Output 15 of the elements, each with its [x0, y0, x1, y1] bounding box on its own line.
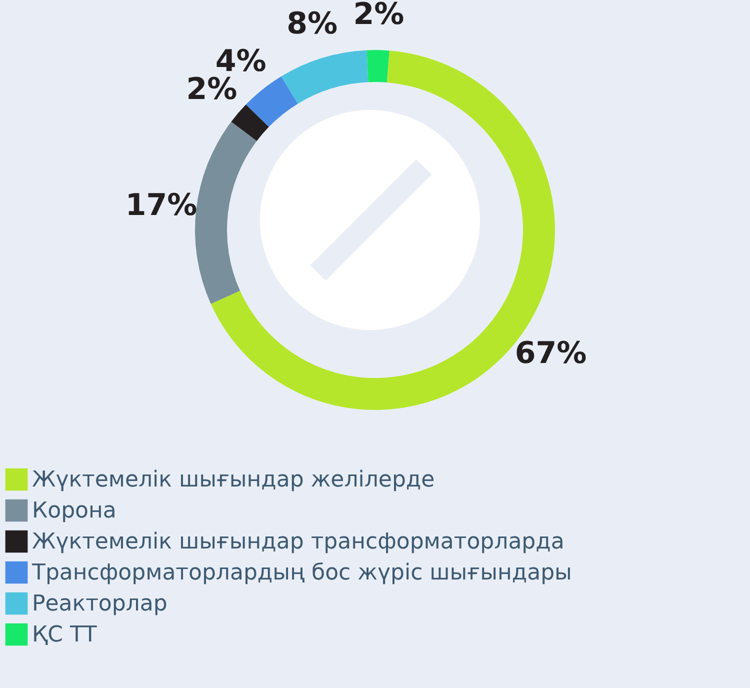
legend-label: Корона	[32, 498, 116, 524]
data-label: 17%	[125, 188, 198, 224]
donut-slice	[231, 104, 269, 141]
legend-label: Жүктемелік шығындар желілерде	[32, 468, 435, 492]
legend-label: Жүктемелік шығындар трансформаторларда	[32, 530, 564, 554]
donut-slice	[281, 50, 368, 104]
donut-slice	[195, 122, 257, 304]
donut-slice	[246, 76, 298, 127]
legend-label: Реакторлар	[32, 592, 168, 616]
donut-slice	[366, 50, 390, 82]
legend-label: Трансформаторлардың бос жүріс шығындары	[31, 560, 572, 586]
data-label: 67%	[514, 336, 587, 371]
data-label: 2%	[353, 0, 404, 32]
data-label: 8%	[286, 6, 338, 42]
legend-label: ҚС ТТ	[32, 622, 98, 648]
